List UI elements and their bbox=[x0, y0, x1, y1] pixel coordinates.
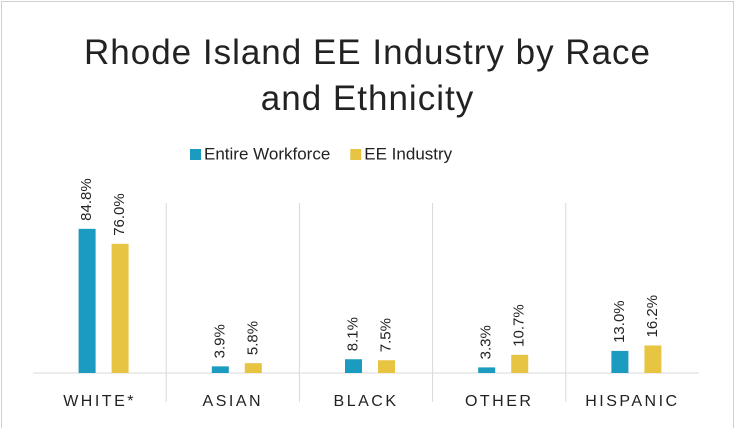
bar bbox=[511, 354, 529, 373]
chart-title: Rhode Island EE Industry by Race and Eth… bbox=[83, 33, 651, 118]
value-label: 3.9% bbox=[211, 324, 228, 358]
x-tick-label: ASIAN bbox=[203, 393, 264, 410]
x-tick-label: HISPANIC bbox=[585, 393, 679, 410]
x-tick-label: BLACK bbox=[334, 393, 399, 410]
value-label: 5.8% bbox=[244, 321, 261, 355]
value-label: 10.7% bbox=[511, 304, 528, 347]
bar bbox=[111, 243, 129, 373]
bar bbox=[345, 359, 362, 373]
value-label: 7.5% bbox=[377, 318, 394, 352]
value-label: 76.0% bbox=[111, 193, 128, 236]
bar bbox=[611, 350, 629, 373]
bar bbox=[378, 360, 395, 373]
value-label: 8.1% bbox=[344, 317, 361, 351]
bar bbox=[211, 366, 229, 373]
bar bbox=[78, 228, 96, 373]
value-label: 16.2% bbox=[644, 295, 661, 338]
legend-label: EE Industry bbox=[364, 144, 452, 163]
x-tick-label: OTHER bbox=[465, 393, 534, 410]
bar bbox=[244, 363, 262, 373]
value-label: 3.3% bbox=[478, 325, 495, 359]
legend-swatch bbox=[350, 149, 362, 160]
value-label: 13.0% bbox=[611, 300, 628, 343]
legend-label: Entire Workforce bbox=[204, 144, 330, 163]
value-label: 84.8% bbox=[78, 178, 95, 221]
bar bbox=[478, 367, 496, 373]
legend-swatch bbox=[190, 149, 201, 160]
x-tick-label: WHITE* bbox=[63, 393, 136, 410]
bar bbox=[644, 345, 662, 373]
